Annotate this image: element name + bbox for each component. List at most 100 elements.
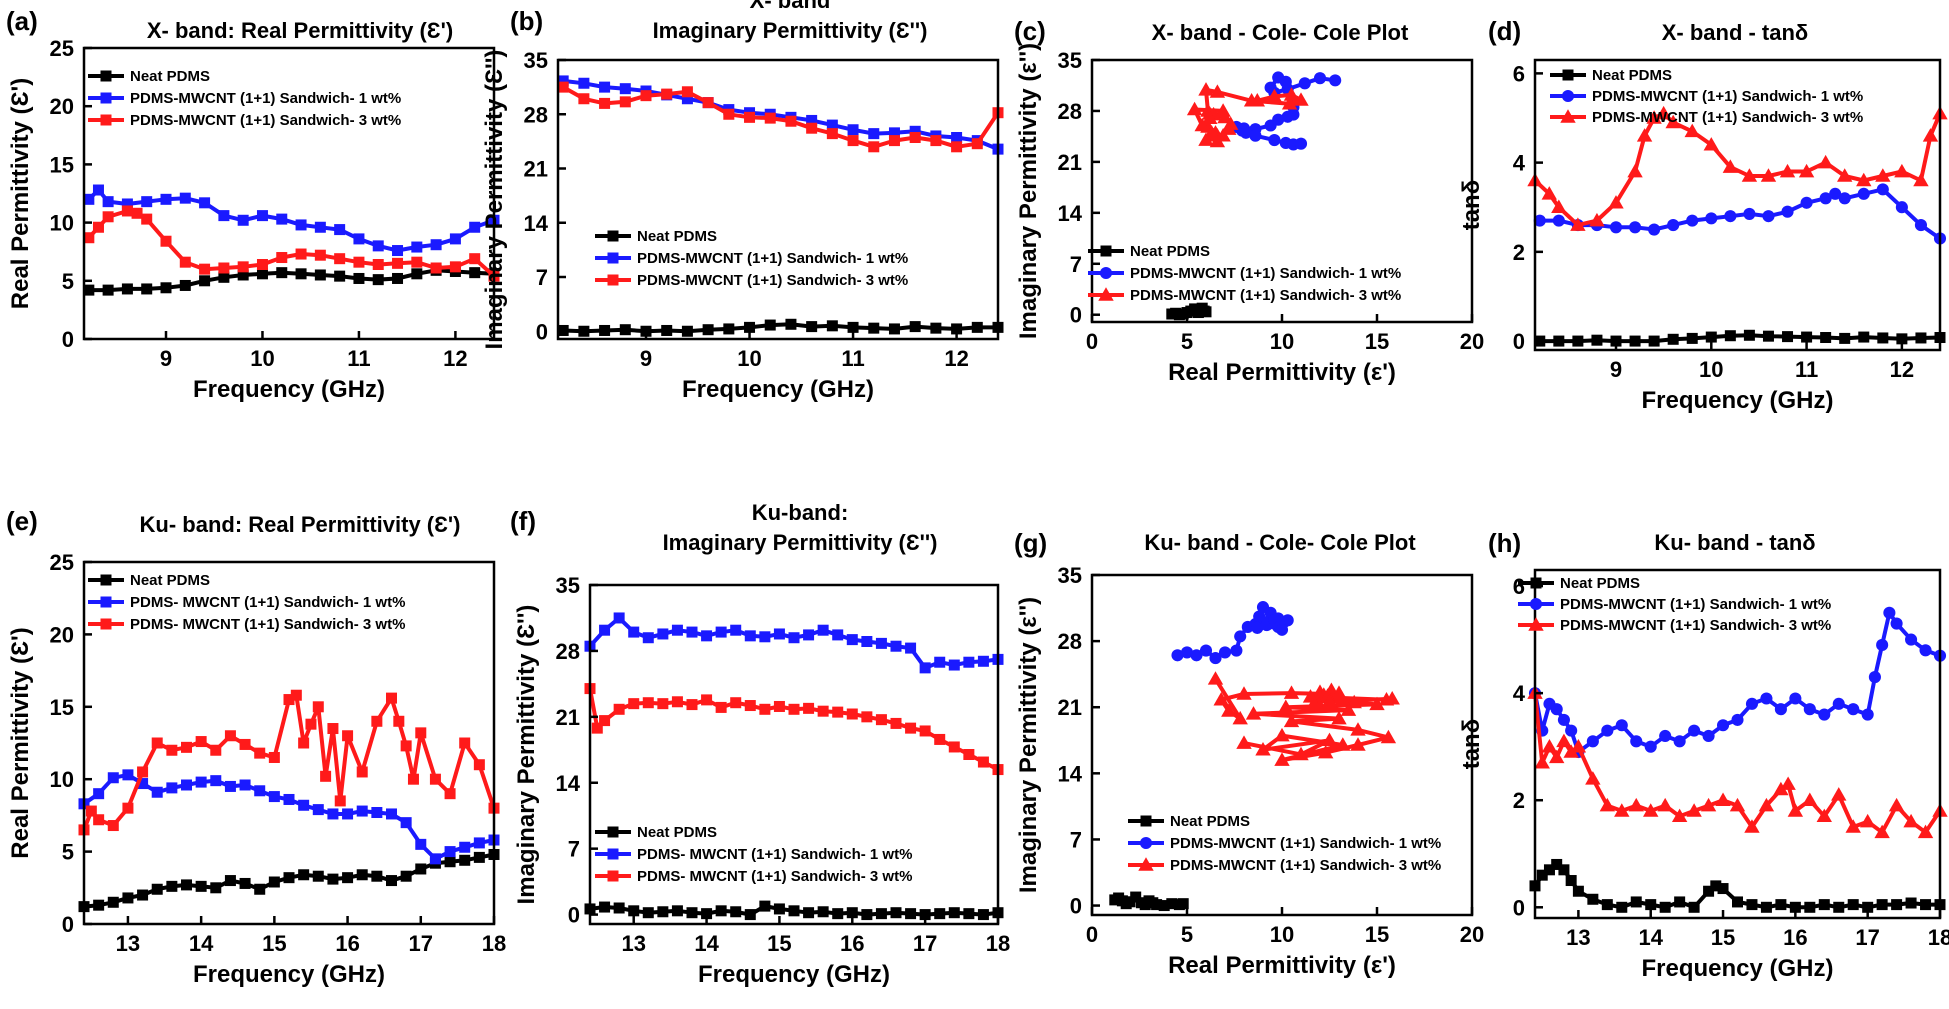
y-tick-label: 25 bbox=[50, 36, 74, 61]
data-point bbox=[702, 97, 714, 109]
legend-marker bbox=[1562, 69, 1574, 81]
y-tick-label: 2 bbox=[1513, 788, 1525, 813]
data-point bbox=[1671, 808, 1688, 823]
x-tick-label: 15 bbox=[1711, 925, 1735, 950]
data-point bbox=[613, 612, 625, 624]
data-point bbox=[356, 805, 368, 817]
data-point bbox=[141, 283, 153, 295]
data-point bbox=[599, 97, 611, 109]
data-point bbox=[195, 776, 207, 788]
data-point bbox=[861, 636, 873, 647]
data-point bbox=[1758, 797, 1775, 812]
data-point bbox=[1202, 110, 1218, 124]
series-1 bbox=[584, 900, 1004, 921]
data-point bbox=[254, 883, 266, 895]
data-point bbox=[1274, 752, 1290, 766]
data-point bbox=[160, 193, 172, 205]
x-tick-label: 10 bbox=[250, 346, 274, 371]
data-point bbox=[121, 198, 133, 210]
x-axis-label: Real Permittivity (ε') bbox=[1168, 952, 1396, 979]
data-point bbox=[905, 722, 917, 734]
data-point bbox=[1218, 646, 1232, 659]
data-point bbox=[151, 883, 163, 895]
panel-d: (d) X- band - tanδ 9 10 11 12 0 2 4 6 Frequency (G… bbox=[1458, 16, 1948, 414]
data-point bbox=[1221, 703, 1237, 717]
data-point bbox=[599, 624, 611, 636]
data-point bbox=[218, 271, 230, 283]
chart-title: X- band bbox=[750, 0, 831, 13]
data-point bbox=[702, 324, 714, 336]
data-point bbox=[1789, 901, 1801, 913]
legend-label: PDMS-MWCNT (1+1) Sandwich- 3 wt% bbox=[130, 112, 401, 129]
data-point bbox=[930, 135, 942, 147]
data-point bbox=[1746, 899, 1758, 911]
y-tick-label: 7 bbox=[536, 265, 548, 290]
data-point bbox=[759, 703, 771, 715]
chart-title: Imaginary Permittivity (Ɛ'') bbox=[653, 18, 928, 43]
data-point bbox=[356, 766, 368, 778]
data-point bbox=[85, 805, 97, 817]
legend-marker bbox=[1530, 577, 1542, 589]
data-point bbox=[846, 634, 858, 646]
data-point bbox=[1781, 205, 1794, 218]
series-2 bbox=[78, 769, 500, 865]
data-point bbox=[1335, 737, 1351, 751]
data-point bbox=[372, 240, 384, 252]
data-point bbox=[1298, 77, 1311, 90]
data-point bbox=[1204, 125, 1220, 139]
data-point bbox=[1384, 691, 1400, 705]
data-point bbox=[888, 135, 900, 147]
x-axis-label: Frequency (GHz) bbox=[1641, 955, 1833, 982]
data-point bbox=[1180, 646, 1194, 659]
data-point bbox=[657, 906, 669, 918]
data-point bbox=[951, 132, 963, 143]
data-point bbox=[1688, 901, 1700, 913]
data-point bbox=[977, 655, 989, 667]
data-point bbox=[1302, 689, 1319, 703]
data-point bbox=[122, 802, 134, 814]
data-point bbox=[1838, 192, 1851, 205]
data-point bbox=[1729, 797, 1746, 812]
data-point bbox=[151, 737, 163, 749]
series-2 bbox=[1171, 601, 1294, 665]
data-point bbox=[1264, 119, 1277, 132]
data-point bbox=[1917, 824, 1934, 839]
data-point bbox=[599, 81, 611, 93]
data-point bbox=[1896, 333, 1908, 345]
x-tick-label: 13 bbox=[621, 931, 645, 956]
data-point bbox=[239, 877, 251, 889]
data-point bbox=[1837, 168, 1853, 182]
legend-label: PDMS-MWCNT (1+1) Sandwich- 1 wt% bbox=[1170, 835, 1441, 852]
data-point bbox=[371, 715, 383, 727]
data-point bbox=[166, 880, 178, 892]
data-point bbox=[210, 744, 222, 756]
legend-label: Neat PDMS bbox=[637, 228, 717, 245]
x-tick-label: 12 bbox=[443, 346, 467, 371]
data-point bbox=[224, 780, 236, 792]
y-tick-label: 5 bbox=[62, 269, 74, 294]
data-point bbox=[107, 772, 119, 784]
plot-frame bbox=[1533, 58, 1942, 352]
data-point bbox=[195, 880, 207, 892]
data-point bbox=[459, 737, 471, 749]
data-point bbox=[400, 740, 412, 752]
data-point bbox=[1802, 792, 1818, 806]
panel-f: (f) Ku-band: Imaginary Permittivity (Ɛ'') 1… bbox=[510, 500, 1010, 988]
plot-frame bbox=[82, 560, 496, 926]
data-point bbox=[1616, 901, 1628, 913]
data-point bbox=[951, 323, 963, 335]
data-point bbox=[386, 875, 397, 887]
data-point bbox=[1667, 333, 1679, 345]
panel-label: (a) bbox=[6, 6, 38, 36]
data-point bbox=[400, 870, 412, 882]
data-point bbox=[459, 854, 471, 866]
data-point bbox=[1905, 897, 1917, 909]
data-point bbox=[1717, 883, 1729, 895]
data-point bbox=[934, 908, 946, 920]
panel-c: (c) X- band - Cole- Cole Plot 0 5 10 15 20 0 7 14… bbox=[1014, 16, 1484, 386]
data-point bbox=[1659, 901, 1671, 913]
data-point bbox=[1553, 335, 1565, 347]
data-point bbox=[847, 321, 859, 333]
data-point bbox=[1877, 332, 1889, 344]
data-point bbox=[1716, 719, 1730, 732]
